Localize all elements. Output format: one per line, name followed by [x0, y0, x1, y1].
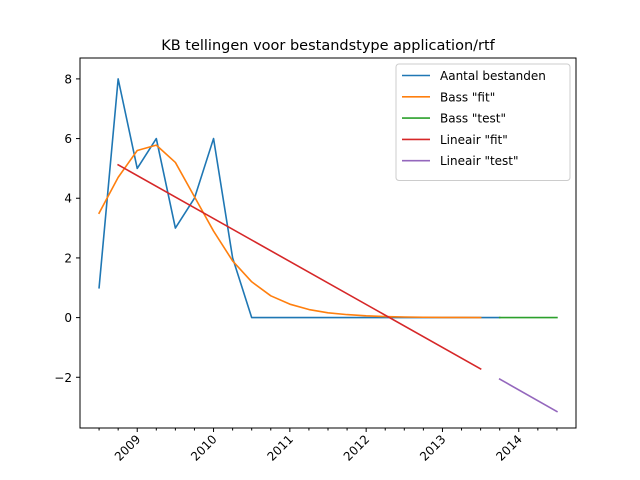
legend-label-2: Bass "test" — [440, 112, 506, 126]
legend-label-3: Lineair "fit" — [440, 133, 508, 147]
series-line-3 — [117, 163, 482, 371]
y-tick-label-1: 0 — [64, 311, 72, 325]
chart-legend: Aantal bestanden Bass "fit" Bass "test" Lin… — [395, 63, 571, 181]
y-tick-label-3: 4 — [64, 192, 72, 206]
y-axis: −2 0 2 4 6 8 — [54, 72, 80, 385]
legend-label-4: Lineair "test" — [440, 154, 519, 168]
series-layer — [97, 78, 559, 413]
y-tick-label-2: 2 — [64, 251, 72, 265]
y-tick-label-4: 6 — [64, 132, 72, 146]
y-tick-label-0: −2 — [54, 371, 72, 385]
legend-box — [395, 63, 571, 181]
y-tick-label-5: 8 — [64, 72, 72, 86]
chart-title: KB tellingen voor bestandstype applicati… — [161, 38, 495, 54]
legend-label-0: Aantal bestanden — [440, 69, 546, 83]
legend-label-1: Bass "fit" — [440, 90, 495, 104]
series-line-1 — [97, 144, 482, 319]
series-line-4 — [498, 377, 559, 413]
